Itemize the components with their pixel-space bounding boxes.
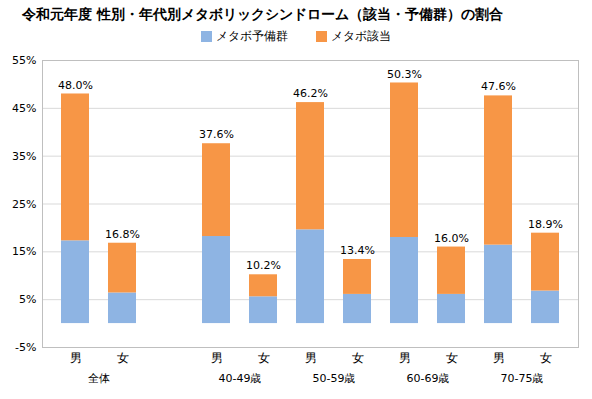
svg-text:35%: 35% (12, 150, 36, 163)
svg-text:男: 男 (211, 351, 223, 365)
svg-text:70-75歳: 70-75歳 (501, 372, 544, 385)
svg-text:50.3%: 50.3% (387, 68, 422, 81)
html-text:メタボ該当: メタボ該当 (331, 28, 391, 43)
svg-text:男: 男 (399, 351, 411, 365)
svg-text:男: 男 (305, 351, 317, 365)
svg-text:女: 女 (352, 351, 364, 365)
svg-text:16.8%: 16.8% (105, 228, 140, 241)
svg-text:25%: 25% (12, 198, 36, 211)
svg-text:女: 女 (446, 351, 458, 365)
svg-text:男: 男 (70, 351, 82, 365)
svg-text:48.0%: 48.0% (58, 79, 93, 92)
svg-text:全体: 全体 (88, 372, 110, 385)
svg-text:10.2%: 10.2% (246, 259, 281, 272)
svg-text:16.0%: 16.0% (434, 232, 469, 245)
svg-text:60-69歳: 60-69歳 (407, 372, 450, 385)
svg-text:46.2%: 46.2% (293, 87, 328, 100)
svg-text:18.9%: 18.9% (528, 218, 563, 231)
svg-text:50-59歳: 50-59歳 (313, 372, 356, 385)
svg-text:40-49歳: 40-49歳 (219, 372, 262, 385)
svg-text:15%: 15% (12, 245, 36, 258)
svg-text:13.4%: 13.4% (340, 244, 375, 257)
svg-text:男: 男 (493, 351, 505, 365)
svg-text:-5%: -5% (15, 341, 36, 354)
svg-text:女: 女 (117, 351, 129, 365)
svg-text:55%: 55% (12, 54, 36, 67)
svg-text:5%: 5% (19, 293, 36, 306)
html-text:メタボ予備群: メタボ予備群 (216, 28, 288, 43)
svg-text:37.6%: 37.6% (199, 128, 234, 141)
html-text:令和元年度 性別・年代別メタボリックシンドローム（該当・予備: 令和元年度 性別・年代別メタボリックシンドローム（該当・予備群）の割合 (22, 6, 503, 22)
svg-text:女: 女 (258, 351, 270, 365)
svg-text:47.6%: 47.6% (481, 80, 516, 93)
svg-text:女: 女 (540, 351, 552, 365)
svg-text:45%: 45% (12, 102, 36, 115)
